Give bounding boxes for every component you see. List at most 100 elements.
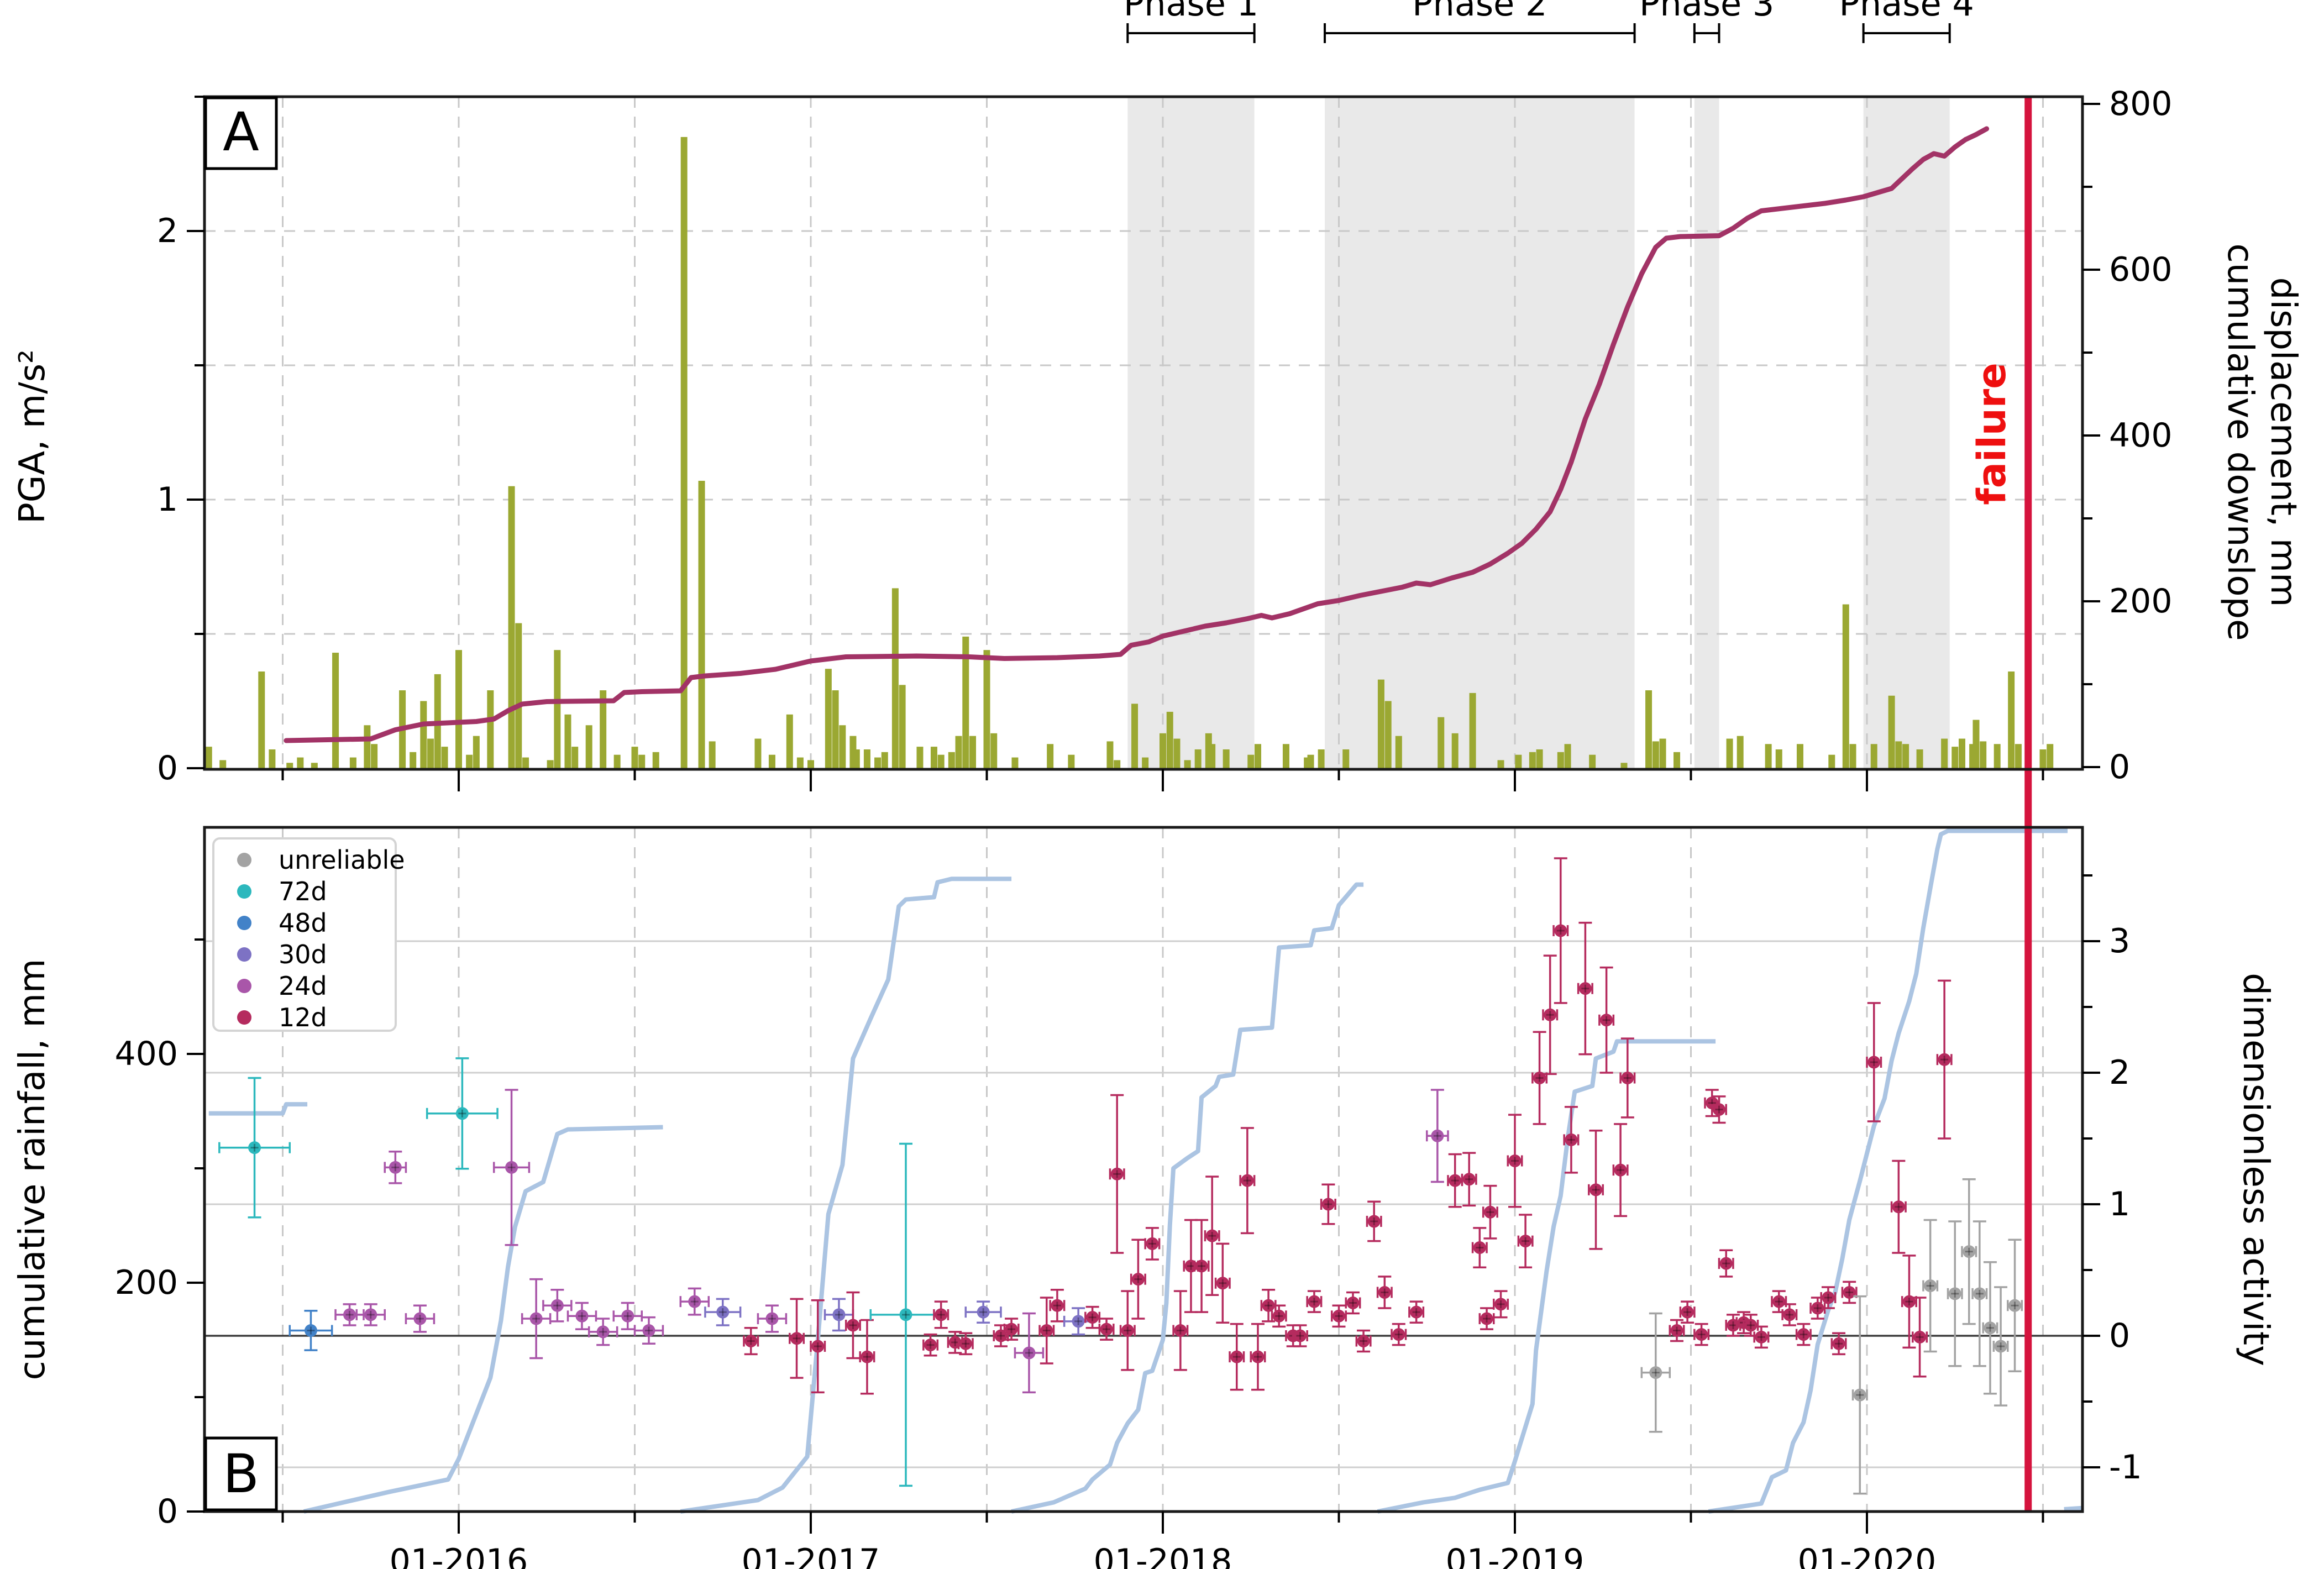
pga-bar: [874, 757, 882, 768]
activity-point-12: [1753, 1325, 1770, 1349]
pga-bar: [349, 757, 356, 768]
activity-point-12: [1003, 1318, 1020, 1341]
legend-item-24d: 24d: [237, 971, 327, 1001]
activity-point-12: [1612, 1123, 1629, 1218]
x-tick-label: 01-2017: [742, 1542, 880, 1569]
panel-b-border: [203, 826, 2084, 1513]
pga-bar: [258, 671, 265, 768]
pga-bar: [1342, 749, 1350, 768]
phase-band: [1325, 97, 1635, 769]
pga-bar: [2008, 671, 2015, 768]
pga-bar: [1972, 720, 1980, 768]
pga-bar: [983, 650, 990, 768]
legend-label: 48d: [279, 908, 327, 938]
legend-marker-icon: [237, 884, 251, 899]
pga-bar: [1557, 752, 1564, 768]
x-tick-label: 01-2020: [1798, 1542, 1937, 1569]
phase-bracket: Phase 3: [1639, 0, 1774, 43]
y-tick-label: 200: [114, 1263, 178, 1302]
pga-bar: [473, 736, 480, 768]
pga-bar: [1160, 733, 1166, 768]
activity-point-24: [405, 1304, 436, 1333]
pga-bar: [1438, 717, 1445, 768]
y-tick-label: 1: [157, 480, 178, 519]
activity-point-24: [633, 1316, 664, 1345]
activity-point-12: [1109, 1094, 1125, 1254]
activity-point-72: [869, 1142, 942, 1487]
y-tick-label: 0: [2109, 1316, 2130, 1355]
activity-point-12: [1461, 1152, 1477, 1207]
activity-point-12: [922, 1333, 939, 1357]
activity-point-30: [964, 1300, 1002, 1324]
pga-bar: [371, 744, 378, 768]
pga-bar: [2047, 744, 2054, 768]
data-layer: [205, 97, 2082, 1514]
activity-point-12: [1376, 1276, 1393, 1309]
activity-point-24: [679, 1287, 710, 1316]
pga-bar: [853, 749, 860, 768]
pga-bar: [571, 747, 579, 768]
activity-point-12: [1830, 1332, 1847, 1356]
activity-point-12: [1901, 1255, 1917, 1349]
pga-bar: [1307, 754, 1314, 768]
activity-point-u: [1947, 1220, 1963, 1367]
pga-bar: [1737, 736, 1744, 768]
y-tick-label: 600: [2109, 250, 2173, 289]
pga-bar: [1194, 749, 1202, 768]
annotations-layer: PGA, m/s² cumulative downslope displacem…: [12, 0, 2304, 1512]
pga-bar: [955, 736, 962, 768]
pga-bar: [547, 760, 554, 768]
pga-bar: [1726, 738, 1733, 768]
pga-bar: [1951, 747, 1959, 768]
pga-bar: [1047, 744, 1054, 768]
pga-bar: [1377, 679, 1384, 768]
activity-point-24: [1014, 1312, 1045, 1394]
activity-point-12: [1619, 1037, 1636, 1119]
legend-item-unreliable: unreliable: [237, 845, 405, 875]
legend-label: 30d: [279, 940, 327, 969]
rainfall-season-line: [208, 1102, 308, 1116]
rainfall-season-line: [1708, 828, 2068, 1514]
panel-a-letter-box: A: [204, 96, 278, 170]
activity-point-12: [1693, 1323, 1710, 1346]
pga-bar: [1902, 744, 1909, 768]
activity-point-12: [1229, 1323, 1245, 1391]
activity-point-12: [1391, 1323, 1407, 1346]
pga-bar: [1166, 711, 1173, 768]
pga-bar: [522, 757, 529, 768]
pga-bar: [1068, 754, 1075, 768]
activity-point-12: [1331, 1304, 1347, 1328]
pga-bar: [881, 752, 888, 768]
y-tick-label: 0: [2109, 748, 2130, 786]
activity-point-12: [1345, 1291, 1361, 1315]
legend-marker-icon: [237, 1010, 251, 1025]
pga-bar: [515, 623, 522, 768]
y-tick-label: 0: [157, 749, 178, 788]
activity-point-12: [1577, 921, 1593, 1056]
activity-point-12: [1478, 1307, 1495, 1330]
activity-point-u: [1640, 1312, 1671, 1433]
activity-point-72: [426, 1057, 499, 1170]
pga-bar: [786, 714, 793, 768]
x-tick-label: 01-2016: [390, 1542, 528, 1569]
panel-a-letter: A: [223, 101, 259, 163]
displacement-line: [284, 126, 1990, 743]
legend-label: 24d: [279, 971, 327, 1001]
pga-bar: [1659, 738, 1666, 768]
activity-point-12: [1320, 1183, 1336, 1225]
activity-point-12: [1820, 1286, 1837, 1309]
pga-bar: [1620, 763, 1628, 768]
pga-bar: [1395, 736, 1402, 768]
panel-b-letter-box: B: [204, 1436, 278, 1512]
rainfall-season-line: [2064, 1505, 2082, 1512]
activity-point-12: [1809, 1297, 1826, 1320]
pga-bar: [1247, 754, 1255, 768]
pga-bar: [564, 714, 571, 768]
pga-bar: [1674, 752, 1681, 768]
pga-bar: [269, 749, 276, 768]
y-tick-label: -1: [2109, 1448, 2142, 1487]
activity-point-12: [1531, 1031, 1548, 1125]
y-tick-label: 400: [114, 1035, 178, 1073]
legend-item-48d: 48d: [237, 908, 327, 938]
